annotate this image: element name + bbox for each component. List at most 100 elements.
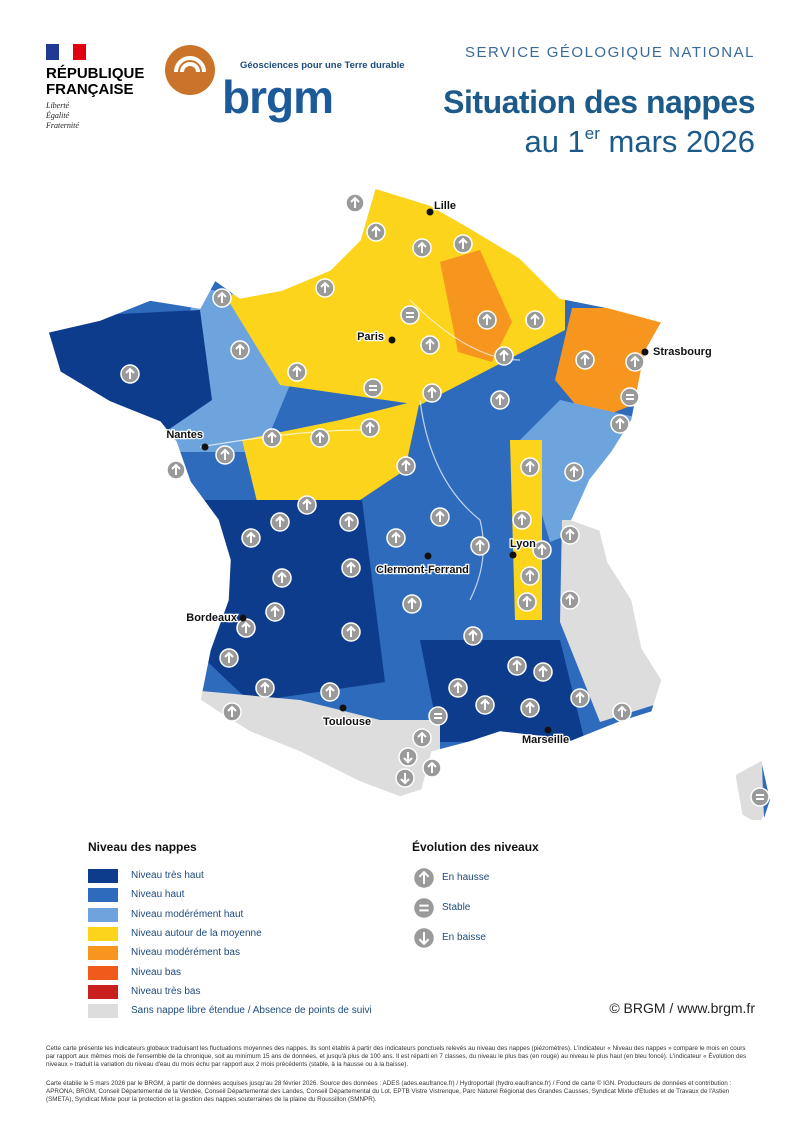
trend-icon bbox=[428, 706, 448, 726]
icon-equal bbox=[626, 394, 634, 400]
motto: Fraternité bbox=[46, 121, 79, 130]
icon-arrow bbox=[270, 605, 280, 617]
icon-arrow bbox=[401, 459, 411, 471]
legend-swatch bbox=[88, 869, 118, 883]
trend-icon bbox=[520, 566, 540, 586]
trend-icon bbox=[272, 568, 292, 588]
trend-icon bbox=[215, 445, 235, 465]
icon-arrow bbox=[418, 932, 430, 946]
icon-arrow bbox=[346, 561, 356, 573]
trend-icon bbox=[400, 305, 420, 325]
trend-icon bbox=[470, 536, 490, 556]
trend-icon bbox=[339, 512, 359, 532]
trend-icon bbox=[363, 378, 383, 398]
icon-arrow bbox=[495, 393, 505, 405]
icon-arrow bbox=[217, 291, 227, 303]
icon-arrow bbox=[580, 353, 590, 365]
icon-arrow bbox=[512, 659, 522, 671]
evolution-label: Stable bbox=[442, 902, 471, 913]
icon-equal bbox=[419, 904, 429, 912]
trend-icon bbox=[494, 346, 514, 366]
icon-arrow bbox=[530, 313, 540, 325]
city-label: Nantes bbox=[166, 429, 203, 441]
icon-arrow bbox=[427, 761, 437, 773]
evolution-icon bbox=[412, 896, 436, 920]
city-dot bbox=[426, 208, 434, 216]
trend-icon bbox=[520, 698, 540, 718]
trend-icon bbox=[453, 234, 473, 254]
tagline: Géosciences pour une Terre durable bbox=[240, 60, 405, 71]
trend-icon bbox=[360, 418, 380, 438]
trend-icon bbox=[270, 512, 290, 532]
note: Carte établie le 5 mars 2026 par le BRGM… bbox=[46, 1080, 732, 1104]
trend-icon bbox=[507, 656, 527, 676]
legend-swatch bbox=[88, 1004, 118, 1019]
republique-line: RÉPUBLIQUE bbox=[46, 65, 145, 82]
icon-arrow bbox=[241, 621, 251, 633]
republique-line: FRANÇAISE bbox=[46, 81, 134, 98]
city-dot bbox=[641, 348, 649, 356]
icon-arrow bbox=[320, 281, 330, 293]
icon-arrow bbox=[171, 463, 181, 475]
city-label: Bordeaux bbox=[186, 612, 238, 624]
icon-arrow bbox=[417, 241, 427, 253]
legend-title: Niveau des nappes bbox=[88, 840, 197, 854]
trend-icon bbox=[575, 350, 595, 370]
legend-label: Niveau haut bbox=[131, 889, 185, 901]
icon-disc bbox=[620, 387, 640, 407]
icon-disc bbox=[428, 706, 448, 726]
icon-arrow bbox=[246, 531, 256, 543]
icon-arrow bbox=[425, 338, 435, 350]
city-label: Marseille bbox=[522, 734, 569, 746]
trend-icon bbox=[420, 335, 440, 355]
icon-equal bbox=[434, 713, 442, 719]
icon-arrow bbox=[522, 595, 532, 607]
icon-arrow bbox=[417, 731, 427, 743]
trend-icon bbox=[236, 618, 256, 638]
icon-arrow bbox=[224, 651, 234, 663]
logo-text: brgm bbox=[222, 71, 334, 123]
brgm-emblem bbox=[165, 45, 215, 95]
icon-arrow bbox=[371, 225, 381, 237]
legend-swatch bbox=[88, 926, 118, 941]
icon-arrow bbox=[267, 431, 277, 443]
legend-swatch bbox=[88, 965, 118, 980]
icon-arrow bbox=[475, 539, 485, 551]
trend-icon bbox=[219, 648, 239, 668]
trend-icon bbox=[525, 310, 545, 330]
motto: Égalité bbox=[46, 111, 70, 120]
icon-arrow bbox=[499, 349, 509, 361]
trend-icon bbox=[463, 626, 483, 646]
trend-icon bbox=[297, 495, 317, 515]
flag bbox=[46, 44, 86, 60]
icon-arrow bbox=[630, 355, 640, 367]
city-dot bbox=[388, 336, 396, 344]
city-dot bbox=[339, 704, 347, 712]
icon-arrow bbox=[480, 698, 490, 710]
icon-arrow bbox=[482, 313, 492, 325]
icon-disc bbox=[363, 378, 383, 398]
icon-arrow bbox=[325, 685, 335, 697]
icon-arrow bbox=[277, 571, 287, 583]
trend-icon bbox=[255, 678, 275, 698]
legend-swatch bbox=[88, 984, 118, 999]
trend-icon bbox=[422, 758, 442, 778]
trend-icon bbox=[448, 678, 468, 698]
icon-arrow bbox=[468, 629, 478, 641]
trend-icon bbox=[241, 528, 261, 548]
icon-arrow bbox=[525, 701, 535, 713]
legend-label: Niveau autour de la moyenne bbox=[131, 927, 262, 939]
trend-icon bbox=[520, 457, 540, 477]
city-label: Toulouse bbox=[323, 716, 371, 728]
icon-arrow bbox=[617, 705, 627, 717]
trend-icon bbox=[532, 540, 552, 560]
trend-icon bbox=[412, 238, 432, 258]
trend-icon bbox=[612, 702, 632, 722]
service-name: SERVICE GÉOLOGIQUE NATIONAL bbox=[464, 44, 755, 61]
city-label: Clermont-Ferrand bbox=[376, 564, 469, 576]
trend-icon bbox=[430, 507, 450, 527]
icon-arrow bbox=[427, 386, 437, 398]
icon-arrow bbox=[565, 593, 575, 605]
icon-arrow bbox=[565, 528, 575, 540]
